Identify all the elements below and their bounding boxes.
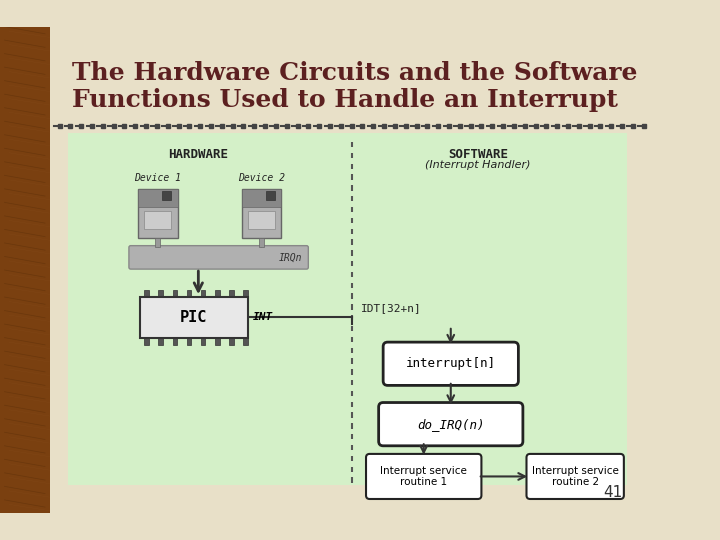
Bar xyxy=(162,191,171,200)
Bar xyxy=(266,191,275,200)
Bar xyxy=(215,290,220,297)
Bar xyxy=(68,133,626,484)
Text: Functions Used to Handle an Interrupt: Functions Used to Handle an Interrupt xyxy=(72,88,618,112)
Text: Interrupt service
routine 2: Interrupt service routine 2 xyxy=(532,465,618,487)
Text: Device 2: Device 2 xyxy=(238,173,285,183)
FancyBboxPatch shape xyxy=(379,402,523,446)
Text: Interrupt service
routine 1: Interrupt service routine 1 xyxy=(380,465,467,487)
Bar xyxy=(229,290,234,297)
Bar xyxy=(140,297,248,338)
Text: INT: INT xyxy=(253,312,273,322)
Bar xyxy=(248,211,275,230)
FancyBboxPatch shape xyxy=(526,454,624,499)
Bar xyxy=(158,338,163,345)
Bar xyxy=(186,290,192,297)
FancyBboxPatch shape xyxy=(242,189,282,239)
Text: Device 1: Device 1 xyxy=(134,173,181,183)
Bar xyxy=(258,239,264,247)
Text: HARDWARE: HARDWARE xyxy=(168,148,228,161)
Bar xyxy=(242,189,282,207)
Bar xyxy=(144,290,149,297)
Bar xyxy=(138,189,178,207)
Text: 41: 41 xyxy=(603,485,622,500)
Bar xyxy=(173,290,177,297)
Text: SOFTWARE: SOFTWARE xyxy=(448,148,508,161)
Bar xyxy=(155,239,161,247)
Text: interrupt[n]: interrupt[n] xyxy=(406,357,496,370)
Bar xyxy=(186,338,192,345)
Text: PIC: PIC xyxy=(180,310,207,325)
Bar xyxy=(201,338,205,345)
Bar xyxy=(144,338,149,345)
FancyBboxPatch shape xyxy=(129,246,308,269)
Bar xyxy=(229,338,234,345)
Text: IDT[32+n]: IDT[32+n] xyxy=(361,303,421,313)
Bar xyxy=(201,290,205,297)
Bar xyxy=(0,26,50,514)
FancyBboxPatch shape xyxy=(383,342,518,386)
FancyBboxPatch shape xyxy=(138,189,178,239)
Bar xyxy=(173,338,177,345)
Bar xyxy=(158,290,163,297)
FancyBboxPatch shape xyxy=(366,454,482,499)
Bar xyxy=(144,211,171,230)
Bar xyxy=(215,338,220,345)
Text: (Interrupt Handler): (Interrupt Handler) xyxy=(425,160,531,170)
Bar xyxy=(243,290,248,297)
Text: IRQn: IRQn xyxy=(279,252,302,262)
Text: do_IRQ(n): do_IRQ(n) xyxy=(417,417,485,431)
Bar xyxy=(243,338,248,345)
Text: The Hardware Circuits and the Software: The Hardware Circuits and the Software xyxy=(72,61,638,85)
